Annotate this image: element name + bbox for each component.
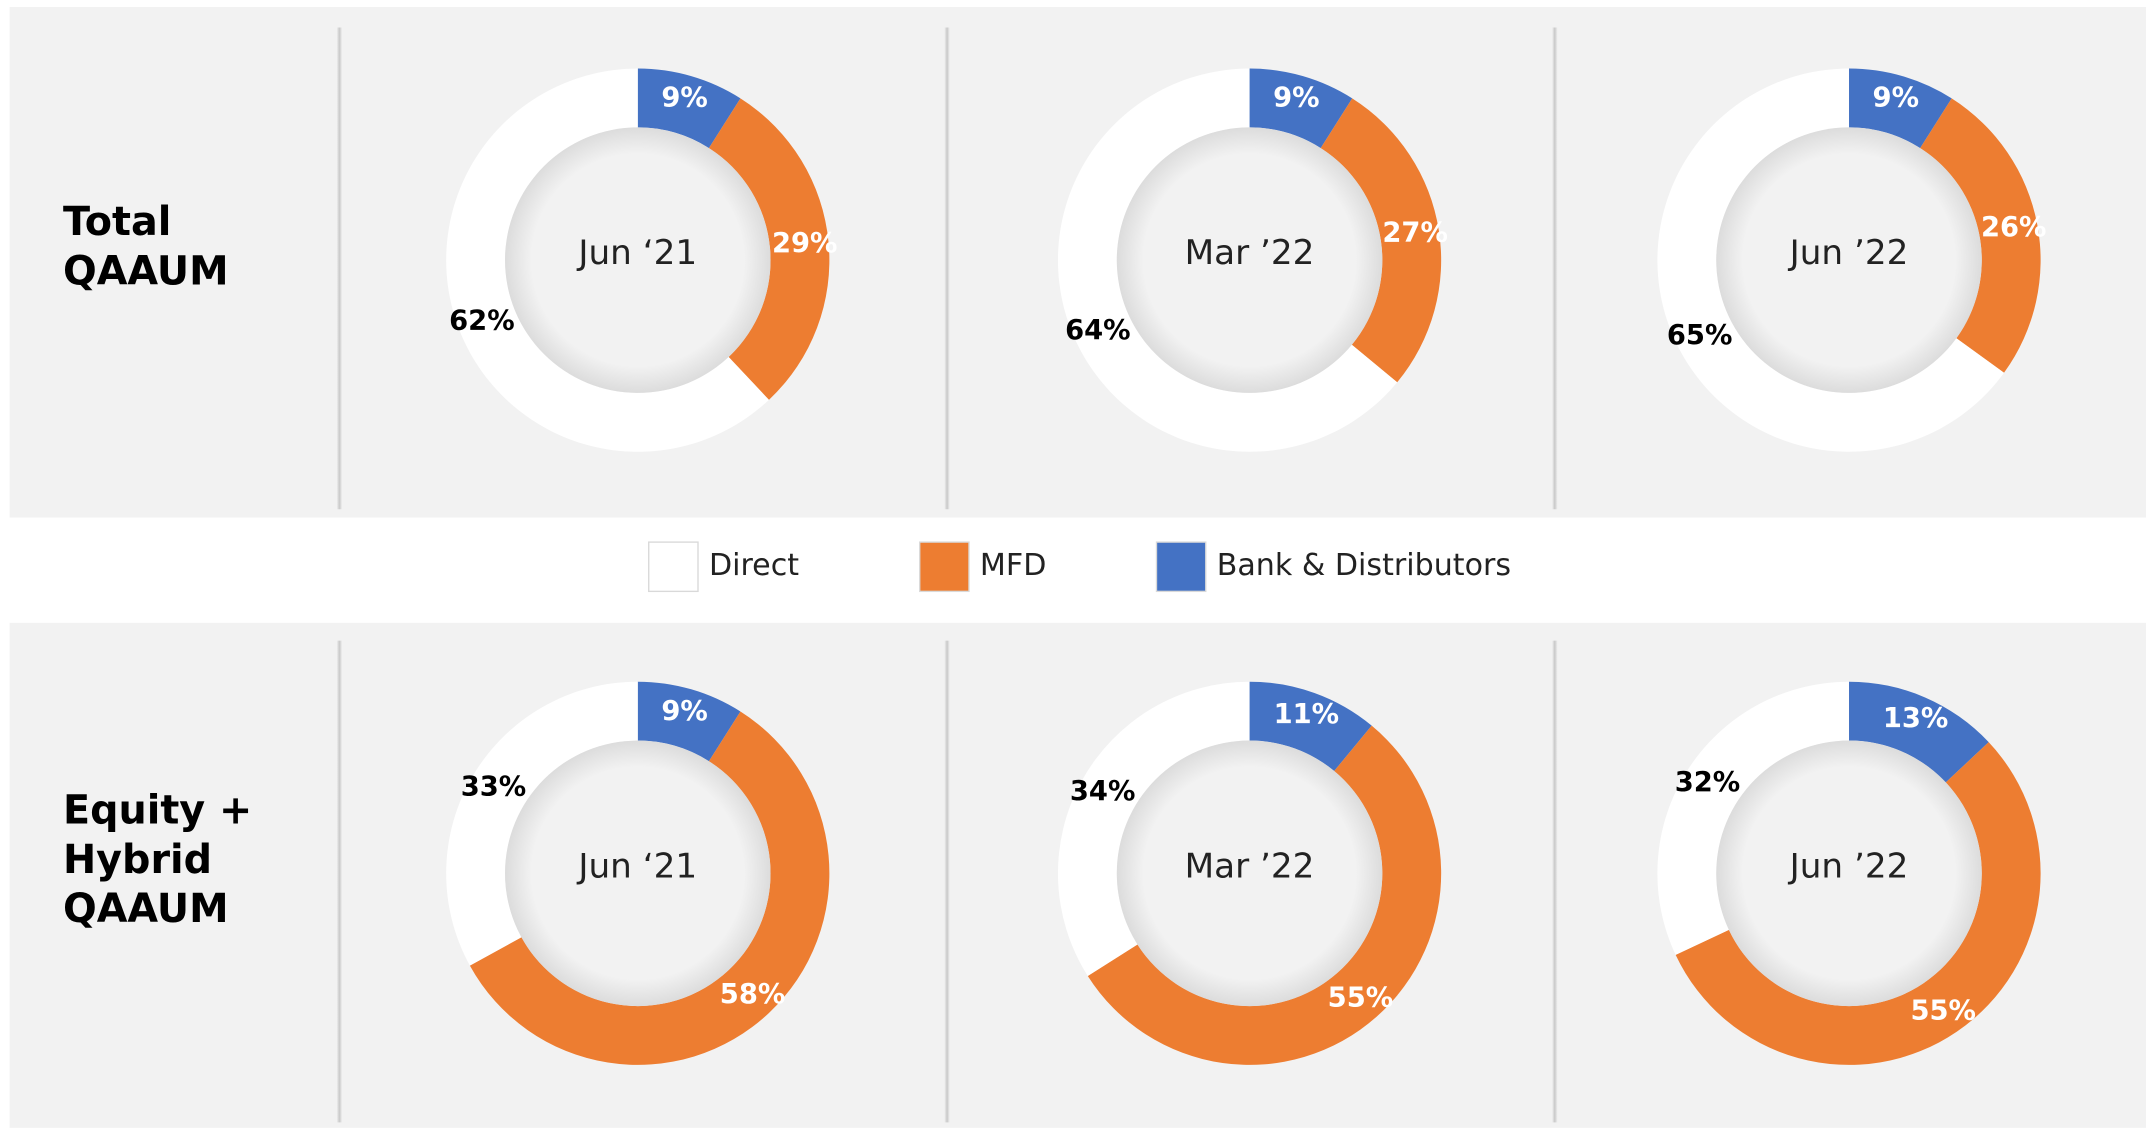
data-label: 58% [720,979,786,1010]
donut-segment [1849,681,1989,783]
donut-segment [1249,68,1353,149]
data-label: 27% [1382,217,1448,248]
row-label: Equity + [63,788,252,834]
donut-segment [1320,98,1442,383]
donut-segment [446,681,638,966]
donut-center-label: Mar ’22 [1185,846,1315,886]
donut-segment [637,681,741,762]
row-label: Total [63,199,171,245]
data-label: 62% [449,305,515,336]
legend-swatch [919,541,970,593]
donut-segment [1849,68,1952,149]
donut-segment [1920,98,2041,373]
donut-hole [1116,740,1383,1007]
donut-hole [1716,127,1982,393]
donut-center-label: Jun ‘21 [576,233,697,273]
data-label: 34% [1070,776,1136,807]
legend-swatch [1155,541,1207,593]
donut-segment [708,98,830,400]
donut-hole [1716,740,1982,1007]
donut-segment [1675,742,2041,1065]
data-label: 9% [661,83,707,114]
donut-segment [1657,68,2005,452]
donut-hole [1116,127,1383,393]
donut-hole [505,740,771,1007]
separators [336,27,1558,1123]
donut-hole [505,127,771,393]
row-label: QAAUM [63,886,229,932]
donut-segment [1087,725,1442,1065]
data-label: 13% [1883,703,1949,734]
legend-label: Bank & Distributors [1217,548,1511,583]
donut-segment [1057,681,1250,976]
data-label: 11% [1274,699,1340,730]
donut-center-label: Jun ‘21 [576,846,697,886]
data-label: 9% [1273,83,1319,114]
legend-swatch [648,541,699,593]
data-label: 64% [1065,315,1131,346]
donut-segment [446,68,769,452]
donut-segment [1657,681,1850,955]
data-label: 32% [1675,767,1741,798]
data-label: 26% [1981,212,2047,243]
data-label: 65% [1667,320,1733,351]
donut-segment [469,711,830,1065]
data-label: 9% [1873,83,1919,114]
data-label: 55% [1910,995,1976,1026]
data-label: 9% [661,696,707,727]
donut-segment [1249,681,1372,772]
donut-segment [1057,68,1398,452]
row-label: Hybrid [63,837,212,883]
legend-label: MFD [980,548,1046,583]
data-label: 29% [772,228,838,259]
donut-segment [637,68,741,149]
data-label: 55% [1328,983,1394,1014]
donut-center-label: Mar ’22 [1185,233,1315,273]
donut-center-label: Jun ’22 [1788,846,1909,886]
row-label: QAAUM [63,248,229,294]
legend-label: Direct [709,548,799,583]
donut-center-label: Jun ’22 [1788,233,1909,273]
data-label: 33% [461,771,527,802]
